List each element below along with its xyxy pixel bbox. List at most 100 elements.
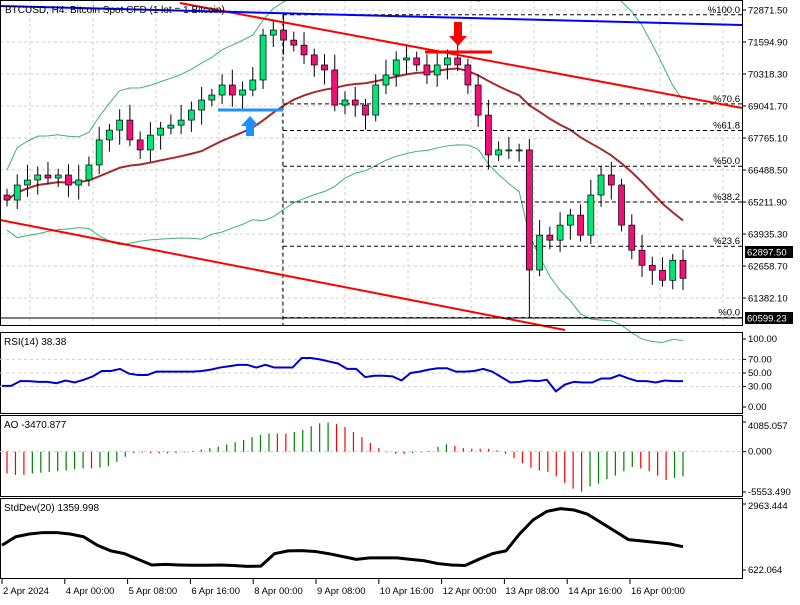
candle-body xyxy=(116,119,124,131)
candle-body xyxy=(362,104,369,116)
arrow-up-icon xyxy=(241,116,259,136)
time-label: 10 Apr 16:00 xyxy=(380,586,434,597)
candle-body xyxy=(280,29,287,41)
candle-body xyxy=(403,57,410,61)
ao-axis-label: 4085.057 xyxy=(748,421,788,432)
current-price-box xyxy=(745,246,793,258)
upper-band xyxy=(6,0,684,171)
candle-body xyxy=(485,114,492,156)
time-label: 8 Apr 00:00 xyxy=(254,586,303,597)
fib-level-label: %70.6 xyxy=(713,94,740,105)
candle-body xyxy=(392,59,400,76)
arrow-down-icon xyxy=(449,22,467,46)
time-axis[interactable]: 2 Apr 2024 4 Apr 00:00 5 Apr 08:00 6 Apr 16… xyxy=(1,579,685,597)
time-label: 16 Apr 00:00 xyxy=(631,586,685,597)
candle-body xyxy=(249,79,257,91)
rsi-axis-label: 0.00 xyxy=(748,402,767,413)
candle-body xyxy=(444,57,451,66)
fibonacci-retracement[interactable]: %100.0 %70.6 %61.8 %50.0 %38.2 %23.6 %0.0 xyxy=(282,5,742,325)
lower-trendline[interactable] xyxy=(0,219,566,331)
fib-level-label: %100.0 xyxy=(708,5,740,16)
price-label: 65211.90 xyxy=(748,198,787,209)
main-panel xyxy=(0,0,743,326)
candle-body xyxy=(536,234,543,271)
candle-body xyxy=(495,149,502,156)
candle-body xyxy=(310,54,318,66)
price-label: 66488.50 xyxy=(748,166,788,177)
time-label: 6 Apr 16:00 xyxy=(191,586,240,597)
stddev-axis-label: 622.064 xyxy=(748,565,782,576)
price-label: 61382.10 xyxy=(748,294,788,305)
stddev-axis-label: 2963.444 xyxy=(748,501,788,512)
ao-label: AO -3470.877 xyxy=(4,420,67,431)
low-price-box xyxy=(745,312,793,324)
candle-body xyxy=(177,119,185,126)
fib-level-label: %61.8 xyxy=(713,120,740,131)
resistance-line[interactable] xyxy=(0,5,743,26)
lower-band xyxy=(6,144,684,344)
candle-body xyxy=(546,234,554,241)
candle-body xyxy=(208,94,216,101)
candle-body xyxy=(157,127,164,136)
candle-body xyxy=(218,84,226,96)
candle-body xyxy=(372,84,380,116)
candle-body xyxy=(3,194,11,201)
stddev-line xyxy=(1,507,684,568)
candle-body xyxy=(669,259,677,281)
candle-body xyxy=(300,44,308,56)
price-label: 62658.70 xyxy=(748,262,788,273)
stddev-line xyxy=(1,507,684,568)
time-label: 13 Apr 08:00 xyxy=(505,586,559,597)
rsi-axis: 100.00 70.00 50.00 30.00 0.00 xyxy=(742,334,777,413)
fib-level-label: %23.6 xyxy=(713,236,740,247)
candle-body xyxy=(474,84,482,116)
rsi-line xyxy=(0,357,742,393)
candle-body xyxy=(526,149,533,271)
rsi-label: RSI(14) 38.38 xyxy=(4,337,67,348)
time-label: 14 Apr 16:00 xyxy=(568,586,622,597)
candle-body xyxy=(464,64,472,86)
time-label: 4 Apr 00:00 xyxy=(66,586,115,597)
candle-body xyxy=(259,34,267,81)
candle-body xyxy=(95,139,103,166)
candle-body xyxy=(423,64,431,76)
candle-body xyxy=(136,139,144,151)
stddev-axis: 2963.444 622.064 xyxy=(742,501,788,576)
candle-body xyxy=(228,84,236,96)
upper-trendline[interactable] xyxy=(179,2,743,109)
price-label: 63935.30 xyxy=(748,230,788,241)
candle-body xyxy=(198,99,205,111)
candle-body xyxy=(618,184,625,226)
candle-body xyxy=(659,269,666,281)
candles xyxy=(3,14,687,318)
candle-body xyxy=(577,214,584,236)
stddev-label: StdDev(20) 1359.998 xyxy=(4,503,100,514)
candle-body xyxy=(351,99,359,106)
candle-body xyxy=(382,74,390,86)
candle-body xyxy=(85,164,93,181)
ao-axis-label: -5553.490 xyxy=(748,487,791,498)
time-label: 9 Apr 08:00 xyxy=(317,586,366,597)
price-label: 72871.50 xyxy=(748,6,788,17)
price-label: 71594.90 xyxy=(748,38,788,49)
candle-body xyxy=(515,149,523,152)
candle-body xyxy=(679,259,687,279)
price-label: 69041.70 xyxy=(748,102,788,113)
time-label: 5 Apr 08:00 xyxy=(129,586,178,597)
candle-body xyxy=(413,57,421,66)
candle-body xyxy=(607,174,615,186)
candle-body xyxy=(505,149,513,152)
price-axis[interactable]: 72871.50 71594.90 70318.30 69041.70 67765.10… xyxy=(742,6,788,305)
candle-body xyxy=(44,174,52,179)
fib-level-label: %50.0 xyxy=(713,156,740,167)
ao-histogram xyxy=(0,422,742,492)
current-price-label: 62897.50 xyxy=(747,248,787,259)
rsi-axis-label: 100.00 xyxy=(748,334,777,345)
candle-body xyxy=(75,179,83,186)
low-price-label: 60599.23 xyxy=(747,314,787,325)
candle-body xyxy=(147,134,154,151)
candle-body xyxy=(106,129,113,141)
fib-level-label: %38.2 xyxy=(713,192,740,203)
bollinger-bands xyxy=(6,0,684,344)
